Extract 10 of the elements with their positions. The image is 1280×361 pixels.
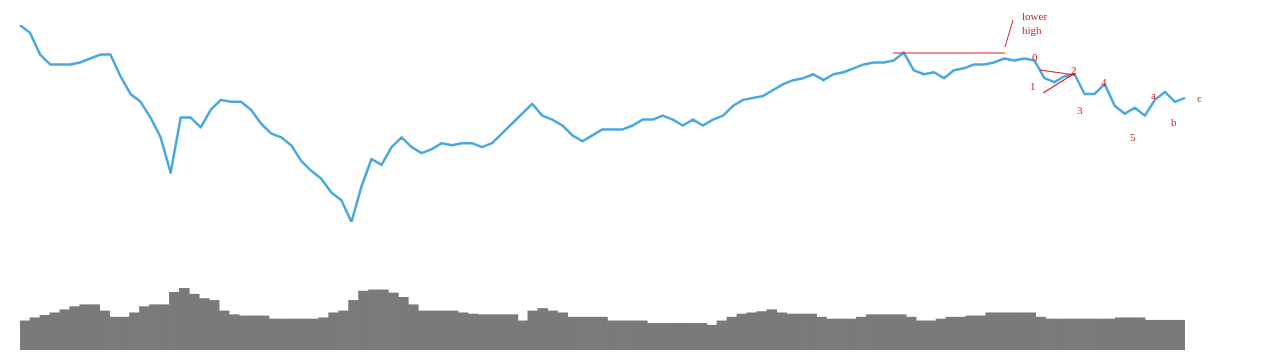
annotation: 2 [1071,63,1077,77]
annotation: 4 [1101,75,1107,89]
annotation: 0 [1032,50,1038,64]
annotation: 5 [1130,130,1136,144]
annotation: 1 [1030,79,1036,93]
annotation: lower high [1022,9,1049,37]
annotation: a [1151,88,1156,102]
annotation: b [1171,115,1177,129]
annotation: 3 [1077,103,1083,117]
text: c [1197,91,1202,105]
